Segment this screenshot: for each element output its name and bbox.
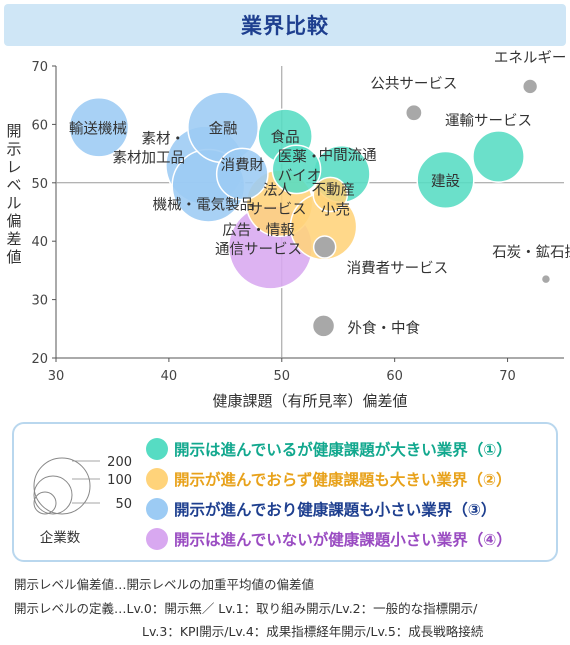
bubble-point [472, 130, 525, 183]
legend-swatch [146, 498, 168, 520]
legend-item: 開示は進んでいるが健康課題が大きい業界（①） [146, 436, 512, 462]
size-legend-circle [33, 457, 91, 515]
title-bar: 業界比較 [4, 4, 566, 46]
bubble-label: 輸送機械 [69, 120, 127, 137]
note-line-1: 開示レベル偏差値…開示レベルの加重平均値の偏差値 [14, 577, 315, 592]
bubble-point [215, 147, 269, 201]
bubble-point [521, 78, 539, 95]
bubble-point [416, 150, 475, 209]
bubble-label: 広告・情報通信サービス [215, 222, 302, 258]
y-tick-label: 70 [31, 60, 48, 75]
x-tick-label: 40 [161, 369, 178, 384]
legend-label: 開示は進んでいるが健康課題が大きい業界（①） [174, 441, 512, 459]
bubble-point [312, 176, 349, 213]
x-tick-label: 30 [48, 369, 65, 384]
bubble-point [271, 144, 322, 195]
bubble-label: 運輸サービス [445, 113, 532, 130]
note-line-2: 開示レベルの定義…Lv.0：開示無／ Lv.1：取り組み開示/Lv.2：一般的な… [14, 601, 478, 616]
bubble-label: 消費者サービス [347, 260, 449, 277]
size-legend-value: 200 [107, 455, 132, 470]
bubble-point [312, 235, 337, 259]
bubble-point [311, 314, 336, 338]
x-tick-label: 60 [386, 369, 403, 384]
bubble-label: 消費財 [221, 157, 265, 174]
bubble-label: 小売 [321, 202, 350, 219]
size-legend-circle [33, 475, 73, 515]
bubble-chart: 30 40 50 60 70203040506070健康課題（有所見率）偏差値開示レベル… [6, 50, 570, 410]
bubble-point [540, 273, 552, 285]
legend-swatch [146, 438, 168, 460]
note-line-3: Lv.3：KPI開示/Lv.4：成果指標経年開示/Lv.5：成長戦略接続 [142, 624, 484, 639]
x-tick-label: 50 [274, 369, 291, 384]
legend-label: 開示は進んでいないが健康課題小さい業界（④） [174, 531, 512, 549]
legend-swatch [146, 528, 168, 550]
bubble-point [404, 103, 423, 122]
y-tick-label: 50 [31, 177, 48, 192]
legend-label: 開示が進んでおり健康課題も小さい業界（③） [174, 501, 497, 519]
y-tick-label: 30 [31, 294, 48, 309]
legend-item: 開示が進んでおらず健康課題も大きい業界（②） [146, 466, 512, 492]
bubble-label: 医薬・バイオ [278, 148, 322, 184]
bubble-label: 素材・素材加工品 [113, 130, 186, 166]
bubble-label: 中間流通 [319, 147, 377, 164]
size-legend-value: 100 [107, 473, 132, 488]
legend-swatch [146, 468, 168, 490]
bubble-label: 食品 [271, 129, 300, 146]
legend-box: 200 100 50 企業数 開示は進んでいるが健康課題が大きい業界（①） 開示が進んで… [12, 422, 558, 562]
bubble-label: 建設 [431, 173, 460, 190]
legend-item: 開示が進んでおり健康課題も小さい業界（③） [146, 496, 496, 522]
size-legend-circle [33, 491, 57, 515]
bubble-label: 法人サービス [249, 182, 307, 218]
x-tick-label: 70 [499, 369, 516, 384]
x-axis-label: 健康課題（有所見率）偏差値 [212, 392, 407, 410]
y-tick-label: 40 [31, 235, 48, 250]
legend-item: 開示は進んでいないが健康課題小さい業界（④） [146, 526, 512, 552]
bubble-label: 外食・中食 [348, 320, 421, 337]
size-legend-value: 50 [115, 497, 132, 512]
size-legend-title: 企業数 [40, 529, 81, 546]
bubble-point [68, 96, 130, 158]
bubble-label: 不動産 [312, 181, 356, 198]
bubble-label: 石炭・鉱石採掘 [492, 243, 570, 261]
size-legend: 200 100 50 企業数 [33, 455, 132, 546]
bubble-label: 公共サービス [370, 76, 457, 93]
y-tick-label: 60 [31, 118, 48, 133]
y-tick-label: 20 [31, 352, 48, 367]
bubble-label: 機械・電気製品 [153, 197, 255, 214]
chart-title: 業界比較 [241, 14, 329, 38]
y-axis-label: 開示レベル偏差値 [6, 122, 21, 266]
legend-label: 開示が進んでおらず健康課題も大きい業界（②） [174, 471, 512, 489]
bubble-label: エネルギー [494, 50, 567, 66]
bubble-label: 金融 [209, 120, 238, 137]
